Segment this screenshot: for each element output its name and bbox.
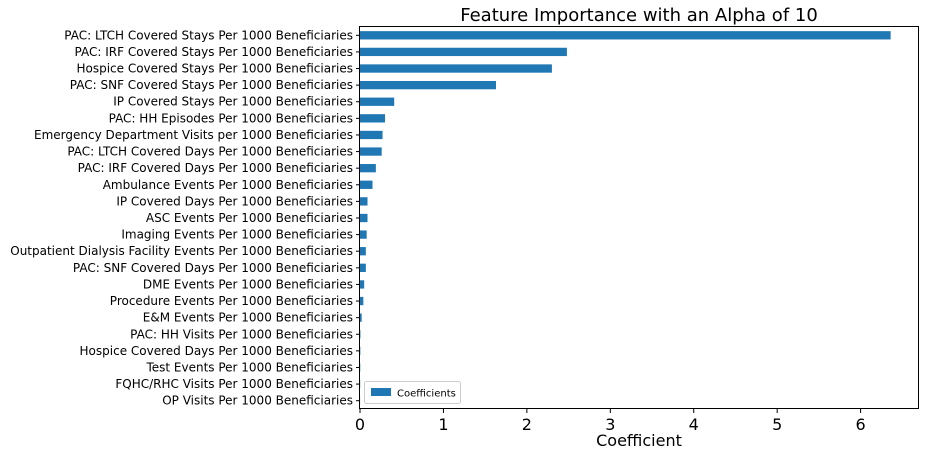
- bar: [360, 64, 552, 72]
- y-tick-label: IP Covered Stays Per 1000 Beneficiaries: [113, 95, 353, 109]
- bar: [360, 297, 363, 305]
- bar: [360, 214, 368, 222]
- bar: [360, 197, 368, 205]
- bar: [360, 31, 891, 39]
- y-tick-label: PAC: IRF Covered Days Per 1000 Beneficia…: [78, 161, 353, 175]
- bar: [360, 131, 383, 139]
- x-axis-label: Coefficient: [596, 431, 682, 450]
- y-tick-label: Procedure Events Per 1000 Beneficiaries: [110, 294, 353, 308]
- y-tick-label: E&M Events Per 1000 Beneficiaries: [143, 311, 353, 325]
- y-tick-label: Imaging Events Per 1000 Beneficiaries: [121, 228, 353, 242]
- bar: [360, 181, 373, 189]
- y-tick-label: PAC: IRF Covered Stays Per 1000 Benefici…: [75, 45, 353, 59]
- x-tick-label: 1: [438, 415, 448, 434]
- y-tick-layer: PAC: LTCH Covered Stays Per 1000 Benefic…: [10, 28, 360, 407]
- y-tick-label: PAC: SNF Covered Days Per 1000 Beneficia…: [73, 261, 353, 275]
- y-tick-label: ASC Events Per 1000 Beneficiaries: [146, 211, 353, 225]
- y-tick-label: Emergency Department Visits per 1000 Ben…: [34, 128, 353, 142]
- y-tick-label: PAC: LTCH Covered Days Per 1000 Benefici…: [67, 145, 353, 159]
- x-tick-label: 4: [689, 415, 699, 434]
- bar: [360, 147, 382, 155]
- legend-label: Coefficients: [397, 389, 456, 400]
- x-tick-label: 2: [522, 415, 532, 434]
- y-tick-label: Outpatient Dialysis Facility Events Per …: [10, 244, 353, 258]
- y-tick-label: PAC: HH Visits Per 1000 Beneficiaries: [130, 327, 353, 341]
- x-tick-label: 5: [772, 415, 782, 434]
- bar: [360, 264, 366, 272]
- bar: [360, 98, 394, 106]
- legend: Coefficients: [365, 382, 461, 404]
- x-tick-label: 0: [355, 415, 365, 434]
- y-tick-label: OP Visits Per 1000 Beneficiaries: [162, 394, 353, 408]
- y-tick-label: FQHC/RHC Visits Per 1000 Beneficiaries: [115, 377, 353, 391]
- y-tick-label: IP Covered Days Per 1000 Beneficiaries: [116, 194, 353, 208]
- y-tick-label: Test Events Per 1000 Beneficiaries: [145, 360, 353, 374]
- y-tick-label: DME Events Per 1000 Beneficiaries: [143, 277, 353, 291]
- y-tick-label: PAC: LTCH Covered Stays Per 1000 Benefic…: [64, 28, 353, 42]
- chart-title: Feature Importance with an Alpha of 10: [460, 5, 818, 26]
- y-tick-label: PAC: HH Episodes Per 1000 Beneficiaries: [109, 111, 353, 125]
- legend-swatch: [371, 388, 391, 396]
- bar: [360, 164, 376, 172]
- y-tick-label: Hospice Covered Stays Per 1000 Beneficia…: [76, 62, 353, 76]
- bars-layer: [360, 31, 891, 405]
- bar: [360, 247, 366, 255]
- y-tick-label: Hospice Covered Days Per 1000 Beneficiar…: [80, 344, 353, 358]
- y-tick-label: Ambulance Events Per 1000 Beneficiaries: [103, 178, 353, 192]
- x-tick-label: 6: [856, 415, 866, 434]
- bar: [360, 280, 364, 288]
- bar: [360, 48, 567, 56]
- bar: [360, 314, 362, 322]
- bar: [360, 230, 367, 238]
- bar: [360, 81, 496, 89]
- y-tick-label: PAC: SNF Covered Stays Per 1000 Benefici…: [70, 78, 353, 92]
- bar: [360, 114, 385, 122]
